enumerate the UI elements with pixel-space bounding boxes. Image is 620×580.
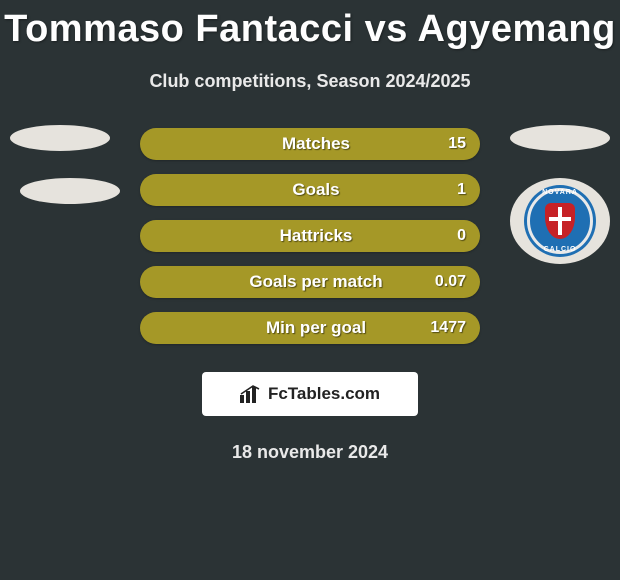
page-title: Tommaso Fantacci vs Agyemang [0,0,620,51]
subtitle: Club competitions, Season 2024/2025 [0,71,620,92]
stat-label: Hattricks [280,226,353,246]
stat-row: Matches 15 [140,128,480,160]
stat-right-value: 1477 [430,319,466,337]
player-right-placeholder-1 [510,125,610,151]
brand-text: FcTables.com [268,384,380,404]
stat-label: Min per goal [266,318,366,338]
stat-row: Goals per match 0.07 [140,266,480,298]
date-text: 18 november 2024 [0,442,620,463]
club-badge: NOVARA CALCIO [510,178,610,264]
stat-right-value: 15 [448,135,466,153]
stat-label: Matches [282,134,350,154]
stat-right-value: 0.07 [435,273,466,291]
novara-crest: NOVARA CALCIO [524,185,596,257]
stat-row: Hattricks 0 [140,220,480,252]
chart-icon [240,385,262,403]
player-left-placeholder-2 [20,178,120,204]
stat-right-value: 0 [457,227,466,245]
stat-row: Min per goal 1477 [140,312,480,344]
stat-row: Goals 1 [140,174,480,206]
stat-label: Goals [292,180,339,200]
stat-right-value: 1 [457,181,466,199]
player-left-placeholder-1 [10,125,110,151]
fctables-watermark: FcTables.com [202,372,418,416]
stat-label: Goals per match [249,272,382,292]
